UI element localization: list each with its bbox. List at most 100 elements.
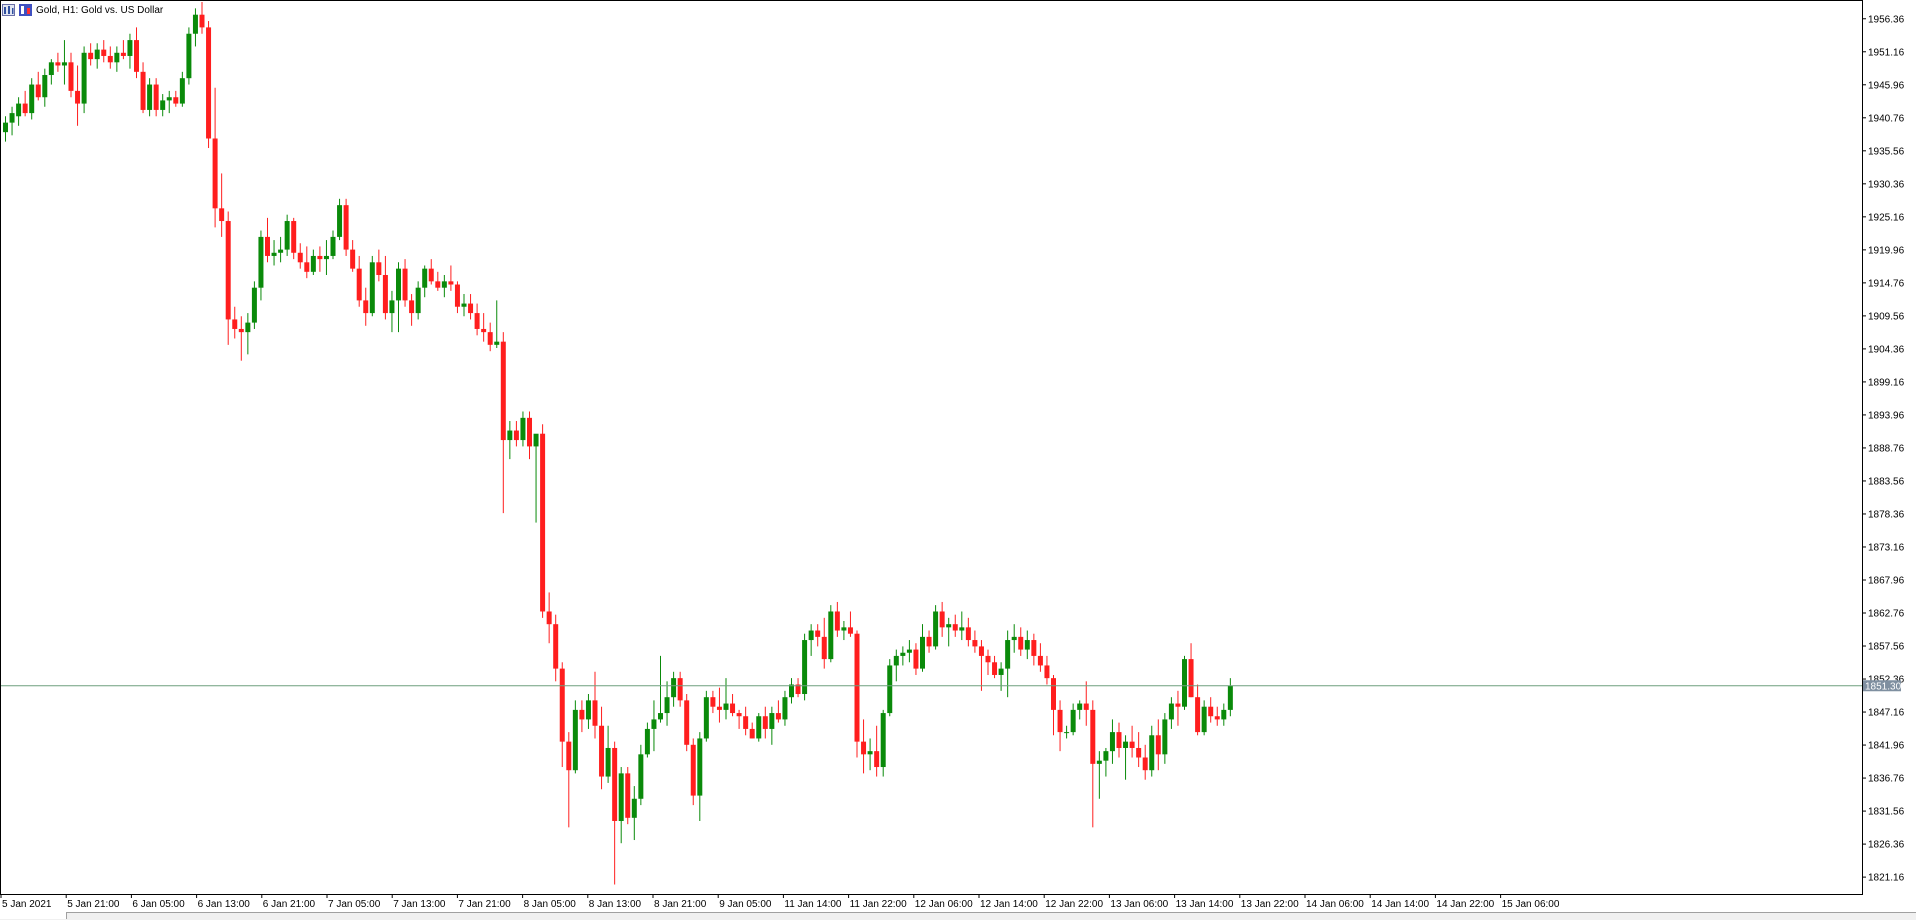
candle [906,640,912,663]
candle-body [1090,709,1096,764]
candle [612,741,618,885]
time-tick-label: 12 Jan 14:00 [980,899,1038,910]
candle-body [540,433,546,612]
candle-body [513,430,519,441]
candle-body [913,649,919,669]
candle [297,243,303,269]
candle [1064,725,1070,739]
candle-body [173,97,179,104]
candle-body [16,103,22,117]
candle [978,640,984,691]
candle-body [304,262,310,272]
candle [631,786,637,841]
candle [834,601,840,637]
price-axis[interactable]: 1956.36 1951.16 1945.96 1940.76 1935.56 1930.… [1862,14,1905,884]
candle [1031,633,1037,666]
current-price-tag: 1851.30 [1863,680,1902,692]
chart-border [0,0,1863,895]
candle [592,671,598,739]
candle-body [743,716,749,729]
candle [48,59,54,85]
candle-body [382,274,388,314]
candle [520,411,526,447]
candle-body [376,262,382,275]
candle-body [664,697,670,714]
candle [448,265,454,291]
candle-body [199,14,205,28]
candle [337,198,343,241]
candle-body [225,221,231,320]
candle [396,262,401,333]
candle [1018,627,1024,656]
candle-body [867,751,873,755]
candle-body [959,627,965,631]
candle-body [1037,655,1043,666]
candle-body [939,611,945,628]
time-tick-label: 14 Jan 14:00 [1371,899,1429,910]
candle-body [415,287,421,314]
candle-body [965,627,971,641]
candle [291,217,297,260]
candle [1149,725,1155,777]
time-tick-label: 15 Jan 06:00 [1502,899,1560,910]
candle [22,90,28,117]
candle-body [206,27,212,139]
candle [454,281,460,314]
time-axis[interactable]: 5 Jan 2021 5 Jan 21:00 6 Jan 05:00 6 Jan 13… [0,894,1560,910]
candle-body [1064,732,1070,734]
candle [435,271,441,291]
candle [861,719,867,774]
candle [664,681,670,726]
candle-body [422,268,428,288]
candle-body [861,741,867,755]
candle-body [1051,678,1056,710]
candle-body [926,636,932,647]
candle-body [494,341,500,345]
candle-body [186,33,192,79]
candle [644,722,650,758]
candle [769,706,775,745]
price-tick-label: 1888.76 [1868,443,1905,454]
candle-body [651,719,657,729]
candle [1221,703,1227,726]
candle-body [972,640,978,647]
candle-body [160,100,166,110]
candle [749,722,755,739]
candle [920,624,925,672]
candle-body [1227,685,1233,710]
candle [81,46,87,114]
candle-body [1057,709,1063,733]
candle [671,671,677,707]
tab-gold-h1[interactable] [0,912,67,919]
candle-body [802,640,808,695]
candle [618,767,624,844]
candle-body [114,52,120,63]
candle-body [396,268,401,301]
candle-body [1188,659,1194,698]
candle-body [9,113,15,123]
candle-body [1077,703,1083,710]
candle-body [834,611,840,631]
candle [487,322,493,352]
chart-type-icon [19,4,32,16]
candle [134,27,139,79]
candle-body [782,697,788,720]
candle [199,2,205,34]
candle [1201,700,1207,736]
candle [107,46,113,69]
candle-body [330,236,336,256]
candle-body [500,341,506,441]
candle-body [736,713,742,717]
candle-body [684,700,690,745]
candle [1142,744,1148,780]
candle [350,240,356,272]
candle [527,411,532,460]
candle-body [474,313,480,329]
candle-body [933,611,939,647]
candle [3,116,8,142]
candle-body [1168,703,1174,720]
price-tick-label: 1945.96 [1868,80,1905,91]
candle [415,281,421,320]
